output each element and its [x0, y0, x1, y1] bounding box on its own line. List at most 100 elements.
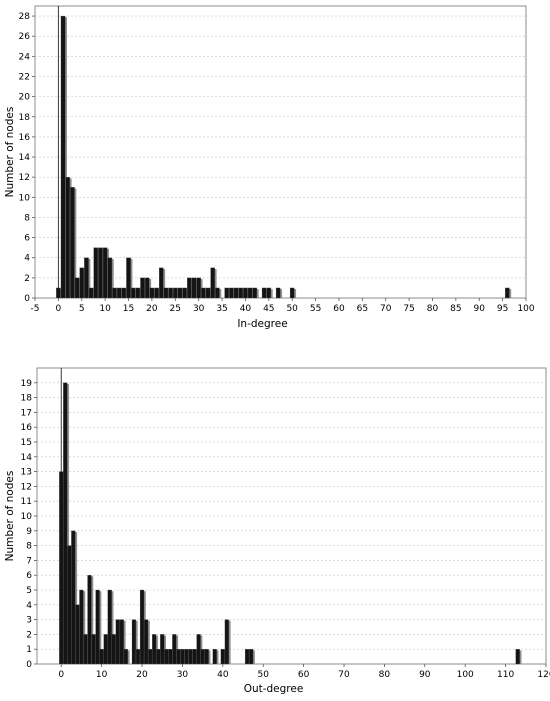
in-degree-y-tick-label: 28 [19, 12, 31, 22]
out-degree-x-tick-label: 90 [419, 670, 431, 680]
out-degree-x-tick-label: 110 [497, 670, 514, 680]
in-degree-bar [266, 287, 272, 299]
in-degree-x-axis-label: In-degree [237, 318, 287, 330]
in-degree-bar [112, 287, 117, 299]
in-degree-bar [107, 257, 113, 299]
in-degree-bar [196, 277, 201, 299]
out-degree-y-tick-label: 19 [21, 379, 33, 389]
out-degree-bar [220, 649, 225, 665]
out-degree-bar [200, 649, 205, 665]
out-degree-bar [83, 634, 88, 665]
out-degree-x-tick-label: 10 [96, 670, 108, 680]
in-degree-x-tick-label: 20 [146, 304, 158, 314]
out-degree-x-tick-label: 100 [457, 670, 474, 680]
in-degree-x-tick-label: 50 [286, 304, 298, 314]
in-degree-x-tick-label: 85 [450, 304, 461, 314]
out-degree-y-tick-label: 9 [26, 527, 32, 537]
out-degree-bar [152, 634, 157, 665]
in-degree-bar [210, 267, 215, 299]
in-degree-bar [60, 15, 66, 299]
out-degree-bar [176, 649, 181, 665]
in-degree-x-tick-label: 60 [333, 304, 345, 314]
in-degree-bar [252, 287, 258, 299]
in-degree-bar [149, 287, 155, 299]
out-degree-y-tick-label: 15 [21, 438, 32, 448]
out-degree-x-tick-label: 60 [298, 670, 310, 680]
out-degree-y-tick-label: 12 [21, 482, 32, 492]
out-degree-y-tick-label: 17 [21, 408, 32, 418]
in-degree-x-tick-label: 15 [123, 304, 134, 314]
in-degree-y-tick-label: 24 [19, 52, 31, 62]
in-degree-y-tick-label: 16 [19, 133, 31, 143]
in-degree-bar [173, 287, 178, 299]
in-degree-bar [121, 287, 127, 299]
out-degree-bar [180, 649, 185, 665]
in-degree-bar [126, 257, 131, 299]
out-degree-y-tick-label: 18 [21, 394, 33, 404]
out-degree-bar [99, 649, 104, 665]
in-degree-bar [168, 287, 173, 299]
in-degree-bar [215, 287, 220, 299]
in-degree-bar [177, 287, 183, 299]
out-degree-y-tick-label: 13 [21, 468, 32, 478]
out-degree-bar [164, 649, 169, 665]
in-degree-y-tick-label: 0 [24, 294, 30, 304]
out-degree-bar [63, 382, 68, 665]
out-degree-bar [212, 649, 217, 665]
in-degree-bar [233, 287, 239, 299]
in-degree-plot-area [34, 5, 527, 299]
in-degree-x-tick-label: 10 [99, 304, 111, 314]
in-degree-y-tick-label: 2 [24, 274, 30, 284]
out-degree-bar [91, 634, 96, 665]
in-degree-bar [74, 277, 80, 299]
in-degree-bar [505, 287, 510, 299]
out-degree-x-tick-label: 40 [217, 670, 229, 680]
in-degree-y-tick-label: 20 [19, 93, 31, 103]
out-degree-y-tick-label: 16 [21, 423, 33, 433]
in-degree-bar [201, 287, 206, 299]
out-degree-bar [244, 649, 250, 665]
out-degree-x-tick-label: 70 [338, 670, 350, 680]
out-degree-bar [71, 530, 76, 665]
out-degree-bar [184, 649, 189, 665]
out-degree-y-tick-label: 4 [26, 601, 32, 611]
out-degree-bar [123, 649, 128, 665]
out-degree-y-tick-label: 0 [26, 660, 32, 670]
out-degree-bar [139, 589, 145, 665]
out-degree-bar [172, 634, 177, 665]
in-degree-bar [229, 287, 234, 299]
in-degree-bar [224, 287, 229, 299]
out-degree-y-axis-label: Number of nodes [4, 471, 16, 562]
out-degree-x-tick-label: 0 [58, 670, 64, 680]
out-degree-bar [224, 619, 229, 665]
in-degree-bar [205, 287, 211, 299]
in-degree-bar [130, 287, 136, 299]
in-degree-bar [191, 277, 197, 299]
in-degree-y-tick-label: 4 [24, 254, 30, 264]
in-degree-bar [247, 287, 253, 299]
in-degree-bar [70, 187, 75, 299]
out-degree-y-tick-label: 3 [26, 616, 32, 626]
in-degree-x-tick-label: 90 [474, 304, 486, 314]
out-degree-bar [196, 634, 201, 665]
out-degree-bar [79, 589, 84, 665]
in-degree-x-tick-label: 100 [517, 304, 534, 314]
out-degree-bar [160, 634, 165, 665]
in-degree-x-tick-label: 55 [310, 304, 321, 314]
out-degree-bar [156, 649, 161, 665]
out-degree-bar [75, 604, 80, 665]
in-degree-bar [289, 287, 295, 299]
in-degree-bar [84, 257, 89, 299]
in-degree-y-tick-label: 18 [19, 113, 31, 123]
out-degree-y-tick-label: 8 [26, 542, 32, 552]
out-degree-bar [515, 649, 520, 665]
out-degree-y-tick-label: 2 [26, 630, 32, 640]
in-degree-bar [65, 177, 70, 299]
in-degree-bar [98, 247, 103, 299]
in-degree-bar [154, 287, 159, 299]
out-degree-bar [249, 649, 254, 665]
in-degree-bar [243, 287, 248, 299]
